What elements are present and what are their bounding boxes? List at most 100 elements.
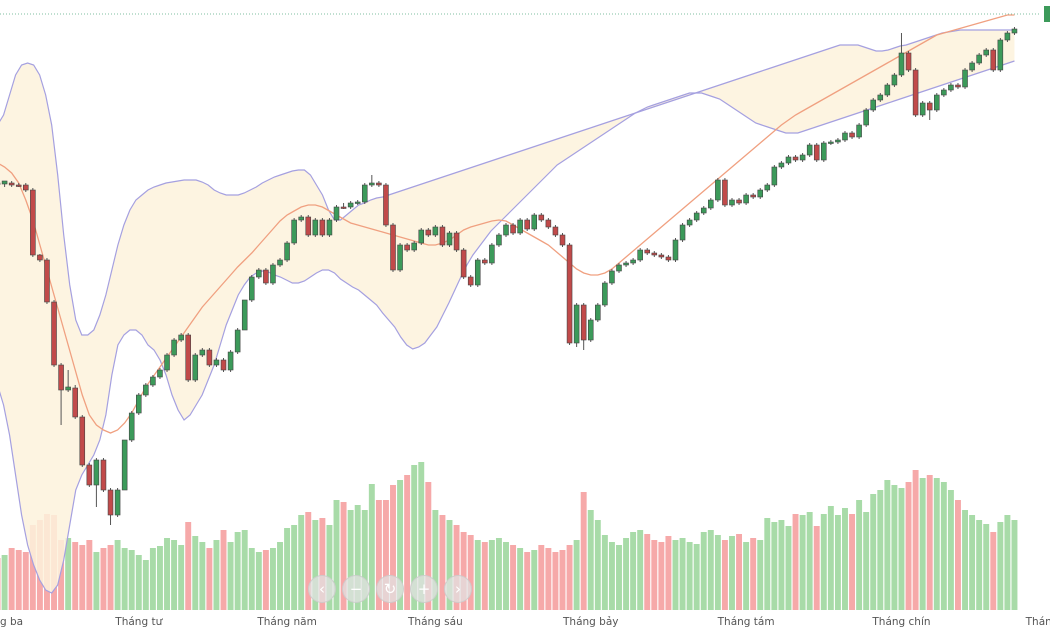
candle-body [785, 156, 792, 164]
volume-bar [262, 550, 269, 610]
volume-bar [199, 542, 206, 610]
candle-body [799, 154, 806, 161]
candle-body [792, 156, 799, 161]
candle-body [1, 180, 8, 185]
candle-body [107, 489, 114, 516]
x-tick-label: Tháng chín [871, 616, 930, 628]
zoom-out-icon[interactable]: − [342, 575, 370, 603]
volume-bar [488, 540, 495, 610]
candle-body [312, 219, 319, 236]
candle-body [284, 242, 290, 261]
volume-bar [418, 462, 425, 610]
candle-body [496, 234, 502, 246]
candle-body [425, 229, 432, 236]
volume-bar [474, 540, 481, 610]
candle-body [376, 182, 382, 186]
volume-bar [644, 534, 651, 610]
candle-body [23, 184, 29, 191]
candle-body [65, 386, 71, 391]
volume-bar [241, 530, 248, 610]
reset-icon[interactable]: ↻ [376, 575, 404, 603]
candle-body [835, 139, 841, 143]
candle-body [679, 224, 686, 241]
candle-body [580, 304, 587, 341]
volume-bar [255, 552, 262, 610]
x-tick-label: Tháng tư [114, 616, 163, 628]
candle-body [729, 199, 735, 206]
volume-bar [481, 542, 488, 610]
volume-bar [1011, 520, 1018, 610]
volume-bar [128, 550, 135, 610]
volume-bar [679, 538, 686, 610]
x-tick-label: Tháng năm [256, 616, 316, 628]
volume-bar [827, 506, 834, 610]
candle-body [418, 229, 425, 244]
candle-body [157, 369, 163, 378]
volume-bar [658, 542, 665, 610]
candle-body [199, 349, 206, 356]
candle-body [136, 394, 142, 414]
candle-body [185, 334, 191, 381]
volume-bar [785, 526, 792, 610]
candle-body [715, 179, 721, 201]
candle-body [757, 189, 764, 198]
volume-bar [531, 550, 538, 610]
candle-body [517, 219, 523, 234]
next-icon[interactable]: › [444, 575, 472, 603]
volume-bar [700, 532, 707, 610]
candle-body [941, 89, 947, 96]
volume-bar [375, 500, 382, 610]
candle-body [750, 194, 756, 198]
volume-bar [312, 520, 319, 610]
volume-bar [891, 485, 898, 610]
volume-bar [368, 484, 375, 610]
volume-bar [926, 475, 933, 610]
candle-body [997, 39, 1004, 71]
candle-body [326, 219, 333, 236]
volume-bar [439, 515, 446, 610]
prev-icon[interactable]: ‹ [308, 575, 336, 603]
volume-bar [213, 540, 220, 610]
candle-body [482, 259, 488, 264]
candle-body [150, 376, 156, 386]
volume-bar [842, 508, 848, 610]
volume-bar [467, 535, 474, 610]
x-axis-layer: g ba Tháng tư Tháng năm Tháng sáu Tháng bảy T… [0, 13, 1050, 628]
candle-body [114, 489, 121, 516]
volume-bar [149, 548, 156, 610]
volume-bar [58, 540, 65, 610]
volume-bar [446, 520, 453, 610]
bollinger-band-layer [0, 14, 1015, 594]
volume-bar [340, 502, 347, 610]
candle-body [128, 412, 135, 441]
volume-bar [517, 548, 524, 610]
volume-bar [990, 532, 997, 610]
candle-body [305, 216, 312, 236]
candle-body [369, 182, 375, 186]
bollinger-lower-line [0, 60, 1015, 594]
candle-body [93, 459, 100, 486]
candle-body [983, 49, 989, 56]
candle-body [1011, 28, 1018, 34]
candle-body [397, 244, 403, 271]
volume-bar [347, 510, 354, 610]
volume-bar [637, 530, 644, 610]
candle-body [30, 189, 36, 256]
volume-bar [820, 514, 827, 610]
x-tick-label: Tháng bảy [562, 616, 618, 628]
candle-body [573, 304, 580, 344]
candle-body [340, 206, 347, 209]
volume-bar [573, 540, 580, 610]
volume-bar [100, 548, 107, 610]
candle-body [531, 214, 538, 230]
candle-body [877, 94, 884, 101]
volume-layer [0, 462, 1018, 610]
candle-body [453, 232, 460, 251]
candle-body [446, 232, 453, 246]
zoom-in-icon[interactable]: + [410, 575, 438, 603]
volume-bar [566, 545, 573, 610]
candle-body [856, 124, 862, 138]
candle-body [778, 162, 785, 168]
candle-body [361, 184, 368, 203]
